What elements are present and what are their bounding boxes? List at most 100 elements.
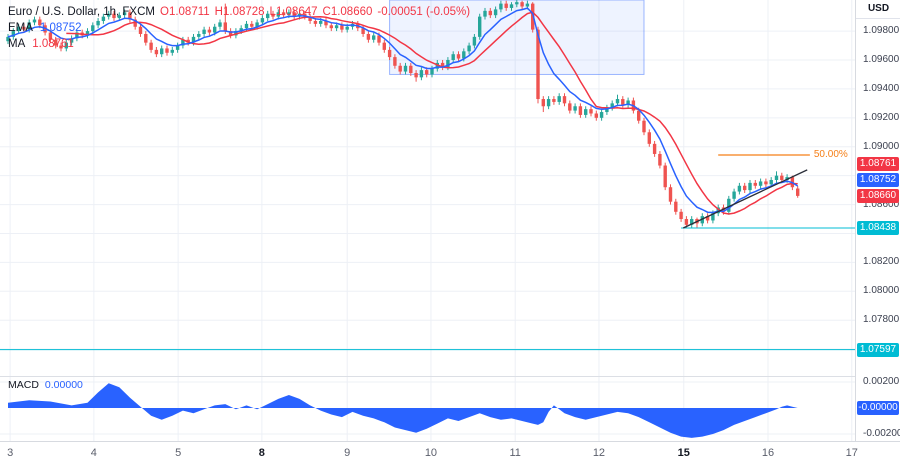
candle — [366, 31, 371, 43]
candle — [605, 104, 609, 115]
candle — [101, 13, 106, 24]
candle — [446, 57, 450, 71]
candle — [674, 198, 678, 215]
candle — [281, 9, 286, 19]
candle — [541, 96, 545, 113]
candle — [303, 10, 307, 20]
candle — [562, 93, 567, 107]
symbol-title: Euro / U.S. Dollar, 1h, FXCM — [8, 6, 155, 18]
ohlc-value: -0.00051 (-0.05%) — [377, 6, 471, 18]
candle — [16, 23, 21, 34]
price-axis-label: 1.09200 — [863, 111, 900, 123]
candle — [557, 93, 561, 105]
candle — [456, 51, 461, 62]
price-axis-label: 1.08000 — [863, 285, 900, 297]
candle — [493, 6, 498, 19]
time-label: 10 — [424, 447, 438, 459]
candle — [716, 204, 720, 217]
candle — [107, 10, 111, 20]
candle — [228, 28, 233, 39]
macd-axis-label: 0.00200 — [863, 376, 900, 387]
candle — [128, 9, 132, 23]
time-axis[interactable]: 3 4 5 8 9 10 11 12 15 16 17 — [0, 441, 900, 464]
candle — [499, 0, 503, 13]
candle — [54, 36, 58, 49]
candle — [584, 106, 588, 118]
trendline-drawing[interactable] — [682, 169, 808, 229]
time-label: 12 — [592, 447, 606, 459]
symbol-legend-row[interactable]: Euro / U.S. Dollar, 1h, FXCM O1.08711 H1.0… — [8, 4, 470, 20]
pane-separator[interactable] — [0, 376, 900, 377]
candle — [181, 36, 185, 49]
candle — [727, 195, 731, 215]
candle — [292, 9, 296, 20]
candle — [308, 13, 312, 24]
candle — [769, 177, 773, 188]
ema-price-tag: 1.08752 — [857, 172, 899, 187]
candle — [22, 23, 26, 33]
currency-label[interactable]: USD — [867, 3, 890, 14]
ema-legend-row[interactable]: EMA 1.08752 — [8, 20, 470, 36]
candle — [287, 9, 291, 19]
candle — [705, 213, 710, 224]
candle — [615, 94, 620, 107]
candle — [578, 103, 583, 118]
ma-legend-row[interactable]: MA 1.08761 — [8, 36, 470, 52]
candle — [313, 18, 318, 27]
macd-value-tag: -0.00000 — [857, 401, 899, 415]
candle — [6, 33, 10, 45]
fib-level-label[interactable]: 50.00% — [813, 148, 848, 160]
candle — [647, 129, 651, 147]
macd-label: MACD — [8, 379, 39, 391]
candle — [398, 62, 402, 75]
candle — [478, 13, 482, 40]
candle — [668, 184, 673, 205]
candle — [764, 178, 768, 188]
candle — [334, 22, 339, 32]
candle — [64, 39, 68, 52]
candle — [546, 96, 551, 110]
candle — [324, 18, 328, 29]
candle — [610, 100, 614, 111]
time-label: 8 — [258, 447, 265, 459]
ema-line — [7, 7, 799, 214]
candle — [637, 107, 641, 124]
candle — [154, 46, 159, 58]
candle — [435, 59, 439, 72]
candle — [266, 10, 270, 21]
chart-canvas[interactable] — [0, 0, 855, 441]
macd-legend[interactable]: MACD 0.00000 — [8, 379, 83, 391]
candle — [149, 39, 153, 53]
time-label: 11 — [509, 447, 521, 459]
candle — [85, 28, 90, 39]
time-label: 5 — [175, 447, 182, 459]
time-label: 16 — [761, 447, 775, 459]
candle — [642, 117, 646, 136]
candle — [213, 23, 217, 36]
ohlc-value: C1.08660 — [322, 6, 373, 18]
candle — [239, 25, 243, 34]
candle — [345, 23, 349, 33]
price-axis[interactable]: USD 1.09800 1.09600 1.09400 1.09200 1.09000 1… — [855, 0, 900, 441]
candle — [165, 45, 169, 56]
candle — [536, 26, 540, 104]
candle — [361, 25, 365, 37]
candle — [462, 48, 466, 62]
candle — [218, 19, 222, 30]
candle — [91, 22, 95, 34]
candle — [440, 59, 445, 71]
candle — [451, 51, 455, 63]
candle — [425, 67, 429, 78]
candle — [191, 33, 196, 46]
time-label: 15 — [677, 447, 690, 459]
candle — [387, 46, 392, 60]
candle — [658, 151, 662, 169]
ma-price-tag: 1.08761 — [857, 156, 899, 171]
ohlc-value: L1.08647 — [269, 6, 318, 18]
time-label: 9 — [344, 447, 351, 459]
horizontal-line-price-tag: 1.08438 — [857, 220, 899, 235]
candle — [748, 179, 752, 194]
candle — [732, 188, 736, 202]
candle — [377, 32, 381, 46]
price-chart-pane[interactable]: Euro / U.S. Dollar, 1h, FXCM O1.08711 H1.0… — [0, 0, 855, 441]
